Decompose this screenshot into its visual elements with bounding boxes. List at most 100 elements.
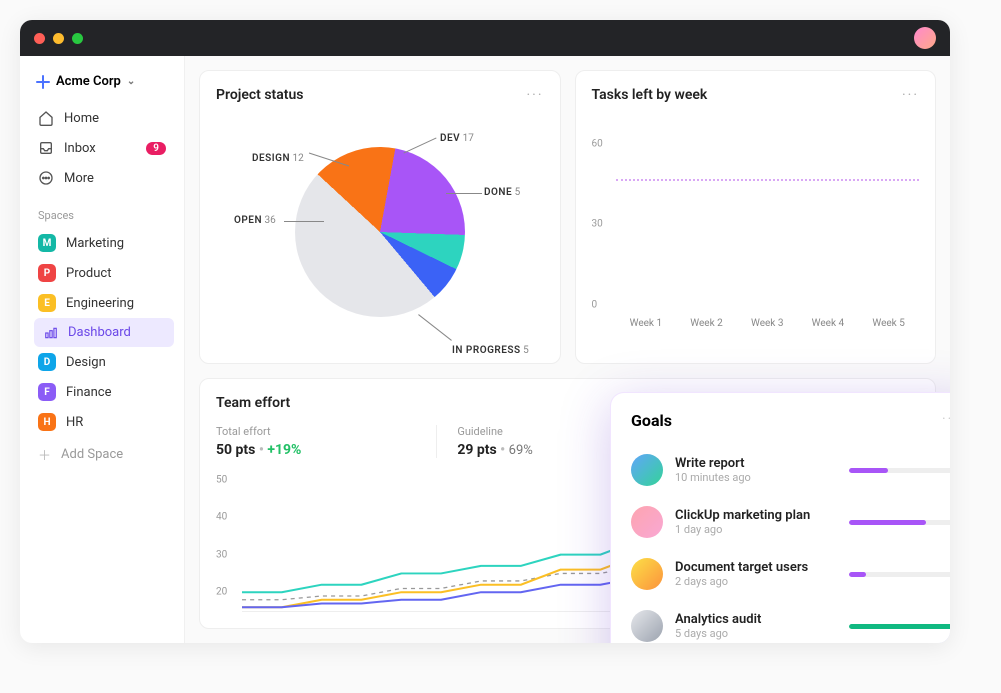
space-label: Product — [66, 266, 111, 281]
tasks-chart-card: Tasks left by week ··· 0 30 60 Week 1 Week … — [575, 70, 937, 364]
space-item-finance[interactable]: F Finance — [30, 377, 174, 407]
space-label: Finance — [66, 385, 111, 400]
pie-label: DEV 17 — [440, 133, 474, 144]
goal-time: 2 days ago — [675, 575, 837, 588]
goals-more-button[interactable]: ··· — [942, 411, 950, 430]
space-item-marketing[interactable]: M Marketing — [30, 228, 174, 258]
x-label: Week 2 — [690, 318, 723, 329]
goal-progress-bar — [849, 572, 950, 577]
y-tick: 40 — [216, 512, 227, 523]
home-icon — [38, 110, 54, 126]
goal-name: Analytics audit — [675, 612, 837, 627]
goal-item[interactable]: Analytics audit 5 days ago — [631, 600, 950, 643]
workspace-selector[interactable]: Acme Corp ⌄ — [30, 68, 174, 103]
y-tick: 30 — [216, 549, 227, 560]
nav-inbox[interactable]: Inbox 9 — [30, 133, 174, 163]
nav-label: More — [64, 171, 94, 186]
maximize-dot[interactable] — [72, 33, 83, 44]
card-title: Project status — [216, 87, 303, 103]
more-icon — [38, 170, 54, 186]
goal-avatar — [631, 610, 663, 642]
goal-avatar — [631, 454, 663, 486]
chevron-down-icon: ⌄ — [127, 76, 135, 87]
space-icon: D — [38, 353, 56, 371]
space-icon: E — [38, 294, 56, 312]
close-dot[interactable] — [34, 33, 45, 44]
goal-progress-bar — [849, 624, 950, 629]
card-more-button[interactable]: ··· — [527, 87, 544, 103]
user-avatar[interactable] — [914, 27, 936, 49]
goal-name: Document target users — [675, 560, 837, 575]
nav-home[interactable]: Home — [30, 103, 174, 133]
project-status-card: Project status ··· OPEN 36 DESIGN 12 DEV 1… — [199, 70, 561, 364]
goal-item[interactable]: ClickUp marketing plan 1 day ago — [631, 496, 950, 548]
goal-item[interactable]: Write report 10 minutes ago — [631, 444, 950, 496]
workspace-icon — [36, 75, 50, 89]
pie-label: OPEN 36 — [234, 215, 276, 226]
y-tick: 60 — [592, 138, 603, 149]
spaces-label: Spaces — [30, 193, 174, 228]
minimize-dot[interactable] — [53, 33, 64, 44]
pie-leader-line — [403, 137, 436, 153]
space-icon: M — [38, 234, 56, 252]
space-icon: F — [38, 383, 56, 401]
y-tick: 50 — [216, 474, 227, 485]
pie-leader-line — [284, 221, 324, 222]
pie-label: IN PROGRESS 5 — [452, 345, 529, 356]
goal-time: 1 day ago — [675, 523, 837, 536]
space-item-product[interactable]: P Product — [30, 258, 174, 288]
space-icon: P — [38, 264, 56, 282]
goal-progress-bar — [849, 468, 950, 473]
x-label: Week 3 — [751, 318, 784, 329]
card-title: Team effort — [216, 395, 290, 411]
goal-avatar — [631, 558, 663, 590]
nav-label: Home — [64, 111, 99, 126]
y-tick: 30 — [592, 219, 603, 230]
dashboard-label: Dashboard — [68, 325, 131, 340]
card-more-button[interactable]: ··· — [902, 87, 919, 103]
goals-title: Goals — [631, 411, 672, 430]
pie-label: DESIGN 12 — [252, 153, 304, 164]
space-label: Engineering — [66, 296, 134, 311]
inbox-icon — [38, 140, 54, 156]
card-title: Tasks left by week — [592, 87, 708, 103]
goals-panel: Goals ··· Write report 10 minutes ago Cl… — [610, 392, 950, 643]
x-label: Week 1 — [630, 318, 663, 329]
app-window: Acme Corp ⌄ Home Inbox 9 More Spaces M Ma… — [20, 20, 950, 643]
window-controls — [34, 33, 83, 44]
goal-name: ClickUp marketing plan — [675, 508, 837, 523]
goal-time: 5 days ago — [675, 627, 837, 640]
y-tick: 20 — [216, 587, 227, 598]
dashboard-item[interactable]: Dashboard — [34, 318, 174, 347]
goal-item[interactable]: Document target users 2 days ago — [631, 548, 950, 600]
pie-chart — [295, 147, 465, 317]
pie-label: DONE 5 — [484, 187, 520, 198]
space-item-design[interactable]: D Design — [30, 347, 174, 377]
goal-progress-bar — [849, 520, 950, 525]
nav-label: Inbox — [64, 141, 96, 156]
space-label: Marketing — [66, 236, 124, 251]
workspace-name: Acme Corp — [56, 74, 121, 89]
y-tick: 0 — [592, 300, 598, 311]
plus-icon: ＋ — [38, 445, 51, 464]
metric-value: 50 pts • +19% — [216, 442, 416, 458]
space-label: Design — [66, 355, 106, 370]
sidebar: Acme Corp ⌄ Home Inbox 9 More Spaces M Ma… — [20, 56, 185, 643]
inbox-badge: 9 — [146, 142, 166, 155]
metric-label: Total effort — [216, 425, 416, 438]
goal-time: 10 minutes ago — [675, 471, 837, 484]
x-label: Week 4 — [812, 318, 845, 329]
space-icon: H — [38, 413, 56, 431]
add-space-button[interactable]: ＋ Add Space — [30, 437, 174, 472]
metric: Total effort 50 pts • +19% — [216, 425, 436, 458]
dashboard-icon — [44, 326, 58, 340]
add-space-label: Add Space — [61, 447, 123, 462]
titlebar — [20, 20, 950, 56]
nav-more[interactable]: More — [30, 163, 174, 193]
space-item-engineering[interactable]: E Engineering — [30, 288, 174, 318]
pie-leader-line — [418, 314, 452, 341]
pie-leader-line — [446, 193, 482, 194]
space-item-hr[interactable]: HHR — [30, 407, 174, 437]
goal-avatar — [631, 506, 663, 538]
x-label: Week 5 — [872, 318, 905, 329]
